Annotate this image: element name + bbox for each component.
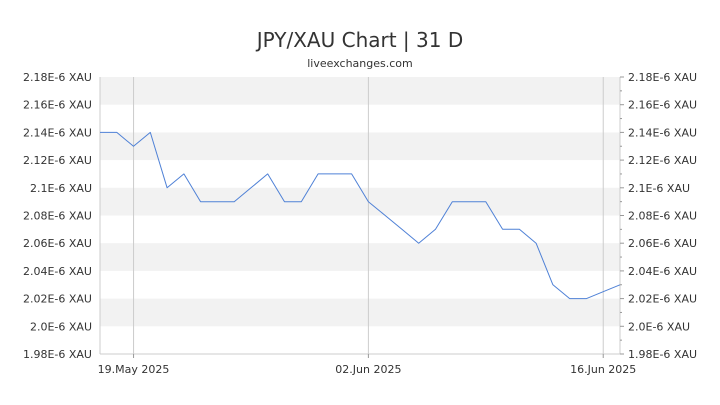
y-tick-label-right: 1.98E-6 XAU (628, 348, 697, 361)
x-tick-label: 19.May 2025 (98, 363, 170, 376)
y-tick-label-right: 2.06E-6 XAU (628, 237, 697, 250)
grid-band (100, 243, 620, 271)
y-tick-label-left: 1.98E-6 XAU (23, 348, 92, 361)
y-tick-label-right: 2.02E-6 XAU (628, 293, 697, 306)
series-line (100, 131, 621, 300)
grid-band (100, 77, 620, 105)
y-tick-label-right: 2.04E-6 XAU (628, 265, 697, 278)
x-axis-labels: 19.May 2025 02.Jun 2025 16.Jun 2025 (98, 363, 637, 376)
axes (99, 76, 624, 358)
series-layer (99, 131, 621, 300)
y-tick-label-left: 2.16E-6 XAU (23, 99, 92, 112)
y-tick-label-right: 2.12E-6 XAU (628, 154, 697, 167)
x-tick-label: 02.Jun 2025 (335, 363, 401, 376)
y-axis-labels-left: 1.98E-6 XAU 2.0E-6 XAU 2.02E-6 XAU 2.04E-6 … (23, 71, 92, 361)
y-tick-label-left: 2.0E-6 XAU (30, 320, 92, 333)
y-tick-label-left: 2.02E-6 XAU (23, 293, 92, 306)
y-tick-label-left: 2.18E-6 XAU (23, 71, 92, 84)
grid-band (100, 298, 620, 327)
y-tick-label-left: 2.1E-6 XAU (30, 182, 92, 195)
y-tick-label-right: 2.18E-6 XAU (628, 71, 697, 84)
y-axis-labels-right: 1.98E-6 XAU 2.0E-6 XAU 2.02E-6 XAU 2.04E-6 … (628, 71, 697, 361)
y-tick-label-left: 2.14E-6 XAU (23, 126, 92, 139)
y-tick-label-left: 2.04E-6 XAU (23, 265, 92, 278)
grid-bands (100, 77, 620, 327)
y-tick-label-left: 2.12E-6 XAU (23, 154, 92, 167)
chart-title: JPY/XAU Chart | 31 D (255, 28, 463, 52)
y-tick-label-left: 2.06E-6 XAU (23, 237, 92, 250)
y-tick-label-left: 2.08E-6 XAU (23, 210, 92, 223)
y-tick-label-right: 2.14E-6 XAU (628, 126, 697, 139)
vertical-grid-lines (133, 77, 604, 354)
y-tick-label-right: 2.1E-6 XAU (628, 182, 690, 195)
y-tick-label-right: 2.16E-6 XAU (628, 99, 697, 112)
grid-band (100, 187, 620, 216)
y-tick-label-right: 2.0E-6 XAU (628, 320, 690, 333)
y-tick-label-right: 2.08E-6 XAU (628, 210, 697, 223)
x-tick-label: 16.Jun 2025 (570, 363, 636, 376)
grid-band (100, 132, 620, 161)
chart-subtitle: liveexchanges.com (307, 57, 412, 70)
